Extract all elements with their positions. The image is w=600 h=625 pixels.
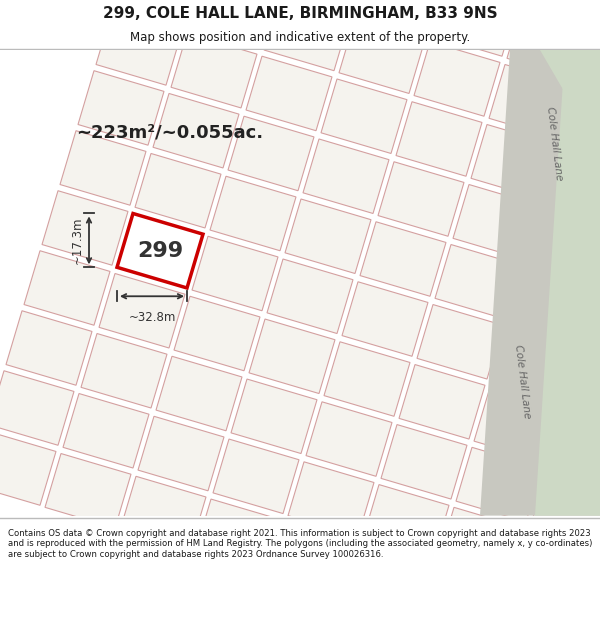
Polygon shape <box>531 470 600 544</box>
Polygon shape <box>474 388 560 462</box>
Polygon shape <box>81 334 167 408</box>
Polygon shape <box>396 102 482 176</box>
Polygon shape <box>213 439 299 514</box>
Polygon shape <box>99 274 185 348</box>
Polygon shape <box>420 568 506 625</box>
Polygon shape <box>270 522 356 596</box>
Polygon shape <box>414 42 500 116</box>
Polygon shape <box>471 124 557 199</box>
Polygon shape <box>153 94 239 168</box>
Text: ~32.8m: ~32.8m <box>128 311 176 324</box>
Polygon shape <box>156 356 242 431</box>
Polygon shape <box>246 56 332 131</box>
Polygon shape <box>495 590 581 625</box>
Polygon shape <box>570 613 600 625</box>
Polygon shape <box>6 311 92 385</box>
Polygon shape <box>492 328 578 402</box>
Polygon shape <box>588 553 600 625</box>
Text: ~223m²/~0.055ac.: ~223m²/~0.055ac. <box>76 124 263 142</box>
Polygon shape <box>378 162 464 236</box>
Polygon shape <box>480 50 600 516</box>
Polygon shape <box>117 214 203 288</box>
Polygon shape <box>345 544 431 619</box>
Polygon shape <box>507 4 593 79</box>
Polygon shape <box>174 296 260 371</box>
Polygon shape <box>303 139 389 214</box>
Polygon shape <box>228 116 314 191</box>
Polygon shape <box>360 222 446 296</box>
Polygon shape <box>582 28 600 102</box>
Polygon shape <box>171 34 257 108</box>
Polygon shape <box>264 0 350 71</box>
Polygon shape <box>417 304 503 379</box>
Polygon shape <box>0 371 74 445</box>
Text: Cole Hall Lane: Cole Hall Lane <box>514 344 532 419</box>
Polygon shape <box>249 319 335 394</box>
Polygon shape <box>78 71 164 145</box>
Polygon shape <box>195 499 281 574</box>
Polygon shape <box>285 199 371 274</box>
Polygon shape <box>117 214 203 288</box>
Polygon shape <box>363 484 449 559</box>
Polygon shape <box>564 88 600 162</box>
Polygon shape <box>288 462 374 536</box>
Polygon shape <box>585 290 600 364</box>
Polygon shape <box>210 176 296 251</box>
Polygon shape <box>546 148 600 222</box>
Polygon shape <box>231 379 317 454</box>
Polygon shape <box>438 508 524 582</box>
Polygon shape <box>342 282 428 356</box>
Text: Contains OS data © Crown copyright and database right 2021. This information is : Contains OS data © Crown copyright and d… <box>8 529 592 559</box>
Polygon shape <box>528 208 600 282</box>
Polygon shape <box>489 64 575 139</box>
Polygon shape <box>267 259 353 334</box>
Polygon shape <box>42 191 128 265</box>
Polygon shape <box>540 50 600 154</box>
Text: Cole Hall Lane: Cole Hall Lane <box>545 106 565 181</box>
Polygon shape <box>114 0 200 25</box>
Polygon shape <box>324 342 410 416</box>
Polygon shape <box>0 431 56 505</box>
Text: 299, COLE HALL LANE, BIRMINGHAM, B33 9NS: 299, COLE HALL LANE, BIRMINGHAM, B33 9NS <box>103 6 497 21</box>
Text: ~17.3m: ~17.3m <box>71 217 84 264</box>
Polygon shape <box>282 0 368 11</box>
Polygon shape <box>63 394 149 468</box>
Polygon shape <box>135 154 221 228</box>
Text: 299: 299 <box>137 241 183 261</box>
Polygon shape <box>535 50 600 516</box>
Polygon shape <box>189 0 275 48</box>
Polygon shape <box>306 402 392 476</box>
Polygon shape <box>45 454 131 528</box>
Polygon shape <box>432 0 518 56</box>
Polygon shape <box>357 0 443 34</box>
Polygon shape <box>138 416 224 491</box>
Polygon shape <box>120 476 206 551</box>
Polygon shape <box>339 19 425 94</box>
Text: Map shows position and indicative extent of the property.: Map shows position and indicative extent… <box>130 31 470 44</box>
Polygon shape <box>513 530 599 604</box>
Polygon shape <box>435 244 521 319</box>
Polygon shape <box>24 251 110 325</box>
Polygon shape <box>96 11 182 85</box>
Polygon shape <box>510 268 596 342</box>
Polygon shape <box>567 350 600 424</box>
Polygon shape <box>321 79 407 154</box>
Polygon shape <box>192 236 278 311</box>
Polygon shape <box>399 364 485 439</box>
Polygon shape <box>456 448 542 522</box>
Polygon shape <box>381 424 467 499</box>
Polygon shape <box>549 410 600 484</box>
Polygon shape <box>60 131 146 205</box>
Polygon shape <box>453 184 539 259</box>
